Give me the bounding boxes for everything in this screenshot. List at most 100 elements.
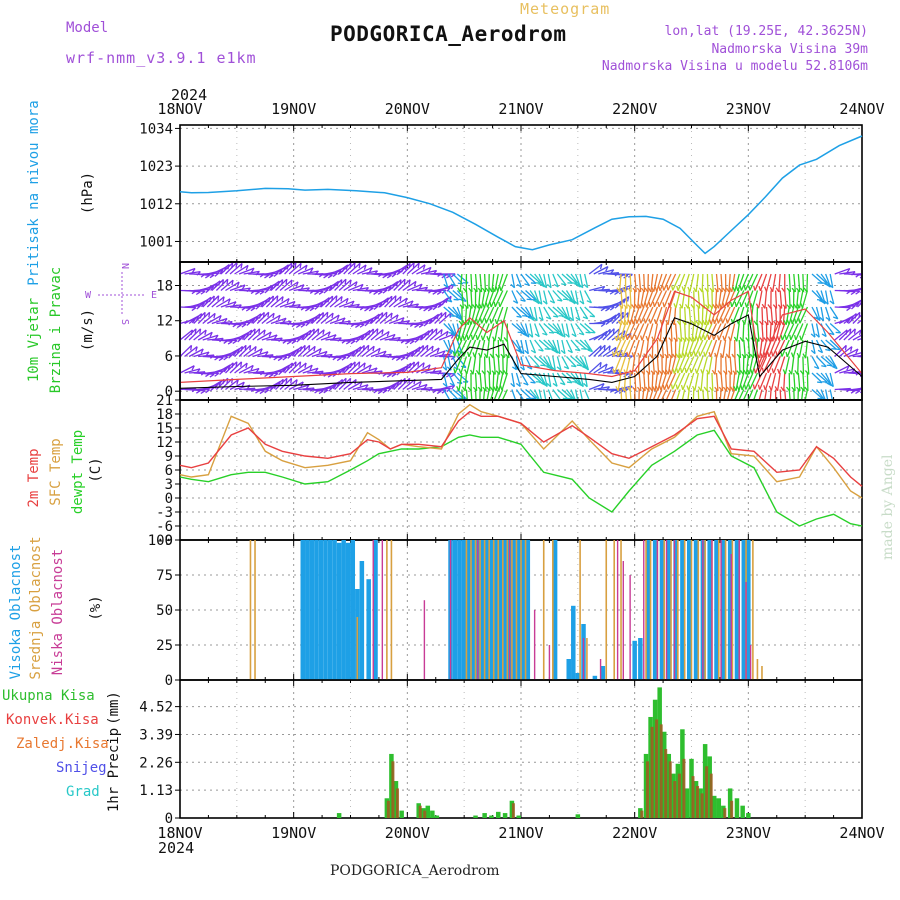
wind-barb	[375, 273, 392, 276]
wind-barb	[811, 290, 823, 301]
cloud-bar-0	[552, 540, 558, 680]
wind-barb	[505, 356, 509, 375]
wind-barb	[643, 372, 646, 391]
cloud-bar-1	[683, 540, 686, 680]
wind-barb-head	[609, 306, 615, 311]
wind-barb-head	[680, 384, 684, 391]
wind-barb-head	[575, 348, 581, 352]
wind-barb	[634, 273, 637, 292]
wind-barb-head	[285, 378, 288, 384]
wind-barb-head	[532, 316, 538, 322]
wind-barb	[625, 356, 631, 375]
wind-barb-head	[624, 320, 628, 326]
wind-barb	[761, 323, 764, 342]
wind-barb	[488, 323, 495, 341]
wind-barb	[347, 283, 364, 292]
wind-barb-head	[305, 307, 310, 312]
wind-barb-head	[470, 334, 474, 340]
precip-frame	[179, 679, 863, 819]
wind-barb-head	[815, 333, 820, 338]
pressure-ytick-label: 1023	[139, 159, 173, 175]
wind-barb-head	[360, 335, 365, 341]
wind-barb	[370, 312, 384, 324]
wind-barb	[343, 361, 356, 374]
wind-barb	[480, 290, 486, 309]
temp-ylabel-dewpt: dewpt Temp	[70, 430, 86, 514]
wind-barb	[768, 339, 777, 357]
wind-barb	[180, 306, 197, 309]
wind-barb	[683, 339, 690, 358]
wind-barb	[352, 384, 369, 391]
wind-barb-head	[372, 346, 375, 352]
wind-barb-head	[636, 287, 642, 293]
wind-barb-head	[832, 366, 838, 370]
wind-barb	[626, 323, 636, 341]
wind-barb-head	[864, 312, 865, 317]
wind-barb	[361, 367, 378, 374]
wind-barb	[275, 320, 292, 325]
wind-barb-head	[677, 337, 683, 342]
pressure-ylabel: Pritisak na nivou mora	[26, 100, 42, 285]
temp-ylabel-sfc: SFC Temp	[48, 438, 64, 505]
wind-barb-head	[716, 335, 720, 341]
wind-barb	[293, 362, 307, 374]
year-bottom: 2024	[158, 839, 195, 857]
wind-barb	[584, 389, 590, 400]
wind-barb	[708, 323, 718, 341]
wind-barb-head	[622, 330, 626, 336]
wind-barb-head	[662, 285, 665, 291]
wind-barb-head	[426, 345, 429, 351]
wind-barb	[443, 273, 449, 288]
wind-barb-head	[748, 285, 751, 291]
wind-barb-head	[323, 389, 329, 394]
wind-barb	[843, 313, 857, 325]
wind-barb-head	[755, 303, 760, 309]
wind-barb	[734, 356, 737, 375]
cloud-bar-0	[471, 540, 476, 680]
wind-barb-head	[702, 334, 706, 341]
wind-barb	[366, 347, 381, 358]
wind-barb	[343, 378, 357, 391]
wind-barb-head	[621, 312, 624, 318]
wind-barb	[407, 380, 422, 391]
wind-barb	[397, 362, 412, 374]
wind-barb-head	[377, 348, 381, 354]
wind-barb	[561, 389, 573, 400]
wind-barb	[804, 389, 809, 400]
wind-barb-head	[390, 312, 393, 318]
wind-barb	[477, 306, 486, 324]
wind-barb-head	[782, 369, 786, 375]
wind-barb	[225, 379, 239, 391]
wind-barb	[770, 306, 774, 325]
wind-barb	[511, 273, 516, 288]
wind-barb-head	[308, 345, 311, 351]
meteogram-label: Meteogram	[520, 0, 611, 18]
wind-barb-head	[665, 369, 669, 375]
wind-barb	[676, 372, 686, 390]
wind-barb	[479, 372, 483, 391]
wind-barb	[622, 323, 631, 341]
wind-barb	[661, 306, 668, 325]
wind-barb	[670, 389, 677, 400]
wind-barb	[700, 372, 704, 391]
wind-barb	[543, 273, 548, 288]
wind-barb-head	[376, 328, 379, 334]
wind-barb	[639, 290, 645, 309]
wind-barb-head	[820, 300, 826, 305]
wind-barb	[270, 317, 287, 325]
precip-bar-1	[682, 758, 686, 818]
wind-barb-head	[445, 373, 451, 378]
wind-barb	[852, 334, 862, 341]
wind-barb	[279, 262, 293, 275]
wind-barb	[487, 290, 495, 308]
wind-barb	[635, 323, 645, 341]
wind-barb	[701, 273, 704, 293]
wind-barb-head	[565, 316, 571, 322]
wind-barb-head	[382, 350, 387, 356]
wind-barb	[717, 290, 722, 309]
wind-barb-head	[291, 301, 296, 307]
wind-barb	[511, 306, 522, 318]
wind-barb	[494, 290, 504, 308]
wind-barb-head	[714, 404, 717, 408]
wind-barb-head	[711, 334, 715, 341]
